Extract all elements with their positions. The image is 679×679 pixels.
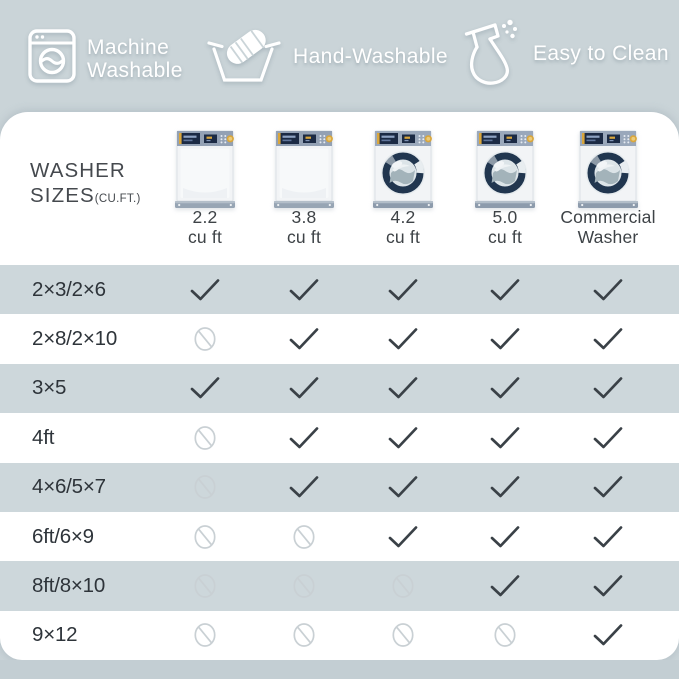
table-row: 6ft/6×9 xyxy=(0,512,679,561)
compatible-check-icon xyxy=(490,524,521,549)
column-label: 5.0 cu ft xyxy=(447,207,563,247)
compatible-check-icon xyxy=(388,524,419,549)
compatible-check-icon xyxy=(490,573,521,598)
compatible-check-icon xyxy=(490,277,521,302)
rug-size-label: 4×6/5×7 xyxy=(32,475,106,499)
front-loader-image xyxy=(577,128,639,213)
not-compatible-icon xyxy=(391,572,416,600)
compatible-check-icon xyxy=(388,277,419,302)
not-compatible-icon xyxy=(493,621,518,649)
not-compatible-icon xyxy=(292,621,317,649)
not-compatible-icon xyxy=(391,621,416,649)
hand-wash-icon xyxy=(206,22,282,91)
compatible-check-icon xyxy=(490,327,521,352)
compatible-check-icon xyxy=(190,277,221,302)
rug-size-label: 2×8/2×10 xyxy=(32,327,118,351)
not-compatible-icon xyxy=(193,424,218,452)
rug-size-label: 9×12 xyxy=(32,623,78,647)
column-label-line: cu ft xyxy=(385,226,421,247)
compatible-check-icon xyxy=(593,327,624,352)
column-label-line: 5.0 xyxy=(492,207,518,227)
front-loader-image xyxy=(474,128,536,213)
badge-hand-washable-label: Hand-Washable xyxy=(293,45,448,68)
compatible-check-icon xyxy=(593,623,624,648)
table-row: 9×12 xyxy=(0,611,679,660)
compatible-check-icon xyxy=(190,376,221,401)
compatible-check-icon xyxy=(388,376,419,401)
rug-size-label: 4ft xyxy=(32,425,55,449)
not-compatible-icon xyxy=(193,473,218,501)
badge-hand-washable: Hand-Washable xyxy=(206,22,448,91)
rug-size-label: 8ft/8×10 xyxy=(32,573,106,597)
compatible-check-icon xyxy=(593,524,624,549)
spray-bottle-icon xyxy=(464,16,522,91)
column-label-line: cu ft xyxy=(487,226,523,247)
corner-title-line1: WASHER xyxy=(30,159,126,182)
not-compatible-icon xyxy=(193,523,218,551)
compatible-check-icon xyxy=(593,376,624,401)
washing-machine-icon xyxy=(28,28,76,89)
not-compatible-icon xyxy=(193,325,218,353)
not-compatible-icon xyxy=(193,621,218,649)
feature-badges: Machine Washable xyxy=(0,0,679,112)
bottom-band xyxy=(0,660,679,679)
compatible-check-icon xyxy=(388,475,419,500)
corner-unit: (CU.FT.) xyxy=(94,193,141,205)
top-loader-image xyxy=(273,128,335,213)
column-label-line: 4.2 xyxy=(390,207,416,227)
column-label: 3.8 cu ft xyxy=(246,207,362,247)
column-label: Commercial Washer xyxy=(550,207,666,247)
compatible-check-icon xyxy=(289,376,320,401)
column-label: 4.2 cu ft xyxy=(345,207,461,247)
table-corner-label: WASHER SIZES(CU.FT.) xyxy=(30,158,141,212)
compatible-check-icon xyxy=(490,376,521,401)
column-label-line: 3.8 xyxy=(291,207,317,227)
compatible-check-icon xyxy=(388,425,419,450)
not-compatible-icon xyxy=(193,572,218,600)
badge-machine-washable-label: Machine Washable xyxy=(87,35,183,82)
column-label: 2.2 cu ft xyxy=(147,207,263,247)
not-compatible-icon xyxy=(292,523,317,551)
rug-size-label: 6ft/6×9 xyxy=(32,524,94,548)
compatible-check-icon xyxy=(593,425,624,450)
compatible-check-icon xyxy=(490,475,521,500)
compatible-check-icon xyxy=(289,327,320,352)
column-label-line: Washer xyxy=(577,226,639,247)
compatible-check-icon xyxy=(593,277,624,302)
compatible-check-icon xyxy=(289,277,320,302)
rug-size-label: 2×3/2×6 xyxy=(32,277,106,301)
column-label-line: cu ft xyxy=(187,226,223,247)
compatible-check-icon xyxy=(289,425,320,450)
compatible-check-icon xyxy=(593,475,624,500)
compatible-check-icon xyxy=(289,475,320,500)
not-compatible-icon xyxy=(292,572,317,600)
column-label-line: Commercial xyxy=(560,207,656,227)
table-row: 2×3/2×6 xyxy=(0,265,679,315)
column-label-line: 2.2 xyxy=(192,207,218,227)
table-row: 2×8/2×10 xyxy=(0,314,679,363)
front-loader-image xyxy=(372,128,434,213)
table-row: 8ft/8×10 xyxy=(0,561,679,611)
badge-easy-to-clean-label: Easy to Clean xyxy=(533,42,669,65)
top-loader-image xyxy=(174,128,236,213)
badge-machine-washable: Machine Washable xyxy=(28,28,183,89)
compatible-check-icon xyxy=(388,327,419,352)
table-row: 4ft xyxy=(0,413,679,462)
washer-size-table: WASHER SIZES(CU.FT.) 2.2 cu ft xyxy=(0,112,679,660)
rug-size-label: 3×5 xyxy=(32,376,67,400)
table-row: 3×5 xyxy=(0,363,679,414)
corner-title-line2: SIZES(CU.FT.) xyxy=(30,184,141,207)
table-row: 4×6/5×7 xyxy=(0,462,679,512)
compatible-check-icon xyxy=(490,425,521,450)
column-label-line: cu ft xyxy=(286,226,322,247)
table-rows: 2×3/2×6 2×8/2×10 3×5 4ft 4×6/5×7 6ft/6×9 8ft/8… xyxy=(0,265,679,660)
compatible-check-icon xyxy=(593,573,624,598)
badge-easy-to-clean: Easy to Clean xyxy=(464,16,669,91)
